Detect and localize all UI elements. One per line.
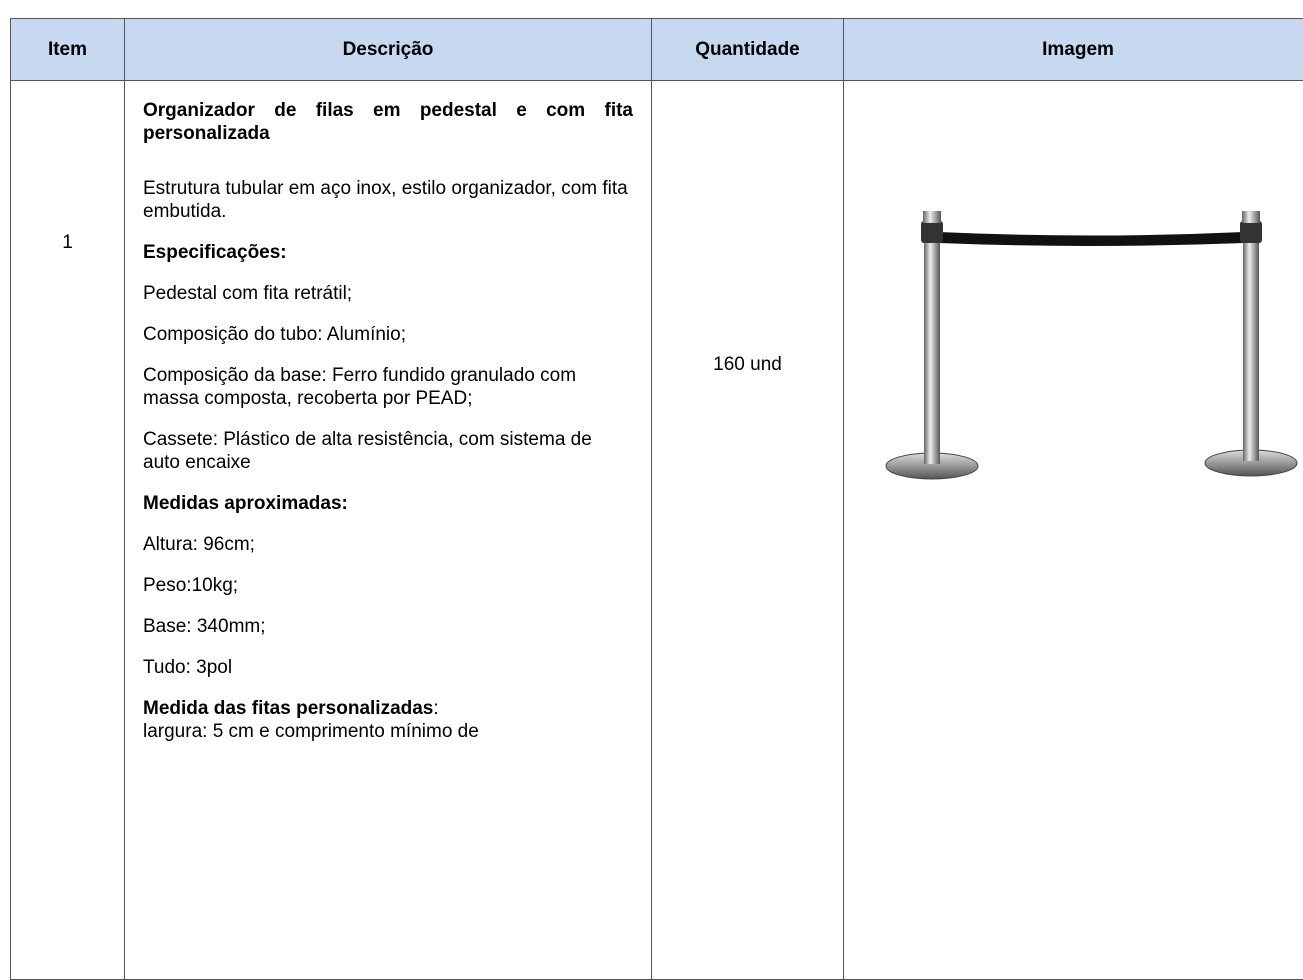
bold-text: Especificações: — [143, 242, 287, 263]
header-cell: Imagem — [843, 18, 1303, 81]
paragraph: Peso:10kg; — [143, 574, 633, 597]
paragraph: Estrutura tubular em aço inox, estilo or… — [143, 177, 633, 223]
paragraph: Altura: 96cm; — [143, 533, 633, 556]
bold-text: Organizador de filas em pedestal e com f… — [143, 100, 633, 144]
body-text: Pedestal com fita retrátil; — [143, 283, 353, 304]
header-text: Quantidade — [695, 38, 800, 60]
paragraph: Especificações: — [143, 241, 633, 264]
quantity: 160 und — [713, 354, 782, 375]
paragraph: largura: 5 cm e comprimento mínimo de — [143, 720, 633, 743]
header-text: Imagem — [1042, 38, 1114, 60]
paragraph: Base: 340mm; — [143, 615, 633, 638]
paragraph: Medida das fitas personalizadas: — [143, 697, 633, 720]
item-number: 1 — [62, 232, 73, 253]
header-text: Item — [47, 38, 88, 60]
body-text: Peso:10kg; — [143, 575, 239, 596]
page: Item Descrição Quantidade Imagem 1 Organ… — [10, 18, 1303, 980]
paragraph: Pedestal com fita retrátil; — [143, 282, 633, 305]
stanchion-image — [885, 211, 1298, 480]
bold-text: Medidas aproximadas: — [143, 493, 348, 514]
image-cell — [843, 80, 1303, 980]
header-cell: Descrição — [124, 18, 652, 81]
suffix-text: : — [433, 698, 439, 719]
description-cell: Organizador de filas em pedestal e com f… — [124, 80, 652, 980]
body-text: Estrutura tubular em aço inox, estilo or… — [143, 178, 628, 222]
body-text: Composição da base: Ferro fundido granul… — [143, 365, 577, 409]
header-text: Descrição — [342, 38, 434, 60]
paragraph: Composição da base: Ferro fundido granul… — [143, 364, 633, 410]
header-cell: Item — [10, 18, 125, 81]
paragraph: Organizador de filas em pedestal e com f… — [143, 99, 633, 145]
body-text: Cassete: Plástico de alta resistência, c… — [143, 429, 592, 473]
body-text: Composição do tubo: Alumínio; — [143, 324, 406, 345]
header-cell: Quantidade — [651, 18, 844, 81]
body-text: Base: 340mm; — [143, 616, 266, 637]
quantity-cell: 160 und — [651, 80, 844, 980]
paragraph: Cassete: Plástico de alta resistência, c… — [143, 428, 633, 474]
body-text: largura: 5 cm e comprimento mínimo de — [143, 721, 479, 742]
paragraph: Medidas aproximadas: — [143, 492, 633, 515]
body-text: Tudo: 3pol — [143, 657, 233, 678]
body-text: Altura: 96cm; — [143, 534, 255, 555]
bold-text: Medida das fitas personalizadas — [143, 698, 434, 719]
item-cell: 1 — [10, 80, 125, 980]
paragraph: Tudo: 3pol — [143, 656, 633, 679]
paragraph: Composição do tubo: Alumínio; — [143, 323, 633, 346]
